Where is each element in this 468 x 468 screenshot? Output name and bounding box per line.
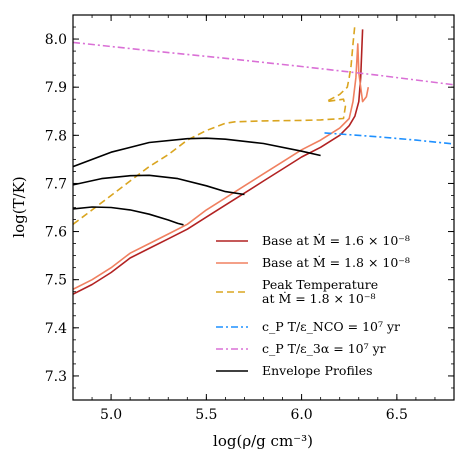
series-line-6-curve-2 [73,174,245,196]
series-line-1 [73,29,364,295]
x-tick-label: 6.5 [386,407,408,423]
legend-label-3: at Ṁ = 1.8 × 10⁻⁸ [262,291,375,306]
ticks-layer: 5.0 5.5 6.0 6.5 7.3 7.4 7.5 7.6 7.7 7.8 7.9 8.0 [45,14,455,423]
series-line-6-curve-3 [73,206,184,226]
series-layer [73,24,454,295]
series-line-2 [73,43,370,291]
x-axis-label: log(ρ/g cm⁻³) [213,432,313,450]
series-line-4 [324,132,454,145]
legend-label-4: c_P T/ε_NCO = 10⁷ yr [262,319,400,334]
legend-label-3: Peak Temperature [262,277,378,292]
legend-label-1: Base at Ṁ = 1.6 × 10⁻⁸ [262,233,410,248]
legend: Base at Ṁ = 1.6 × 10⁻⁸ Base at Ṁ = 1.8 × … [216,233,410,378]
y-tick-label: 7.5 [45,273,67,289]
x-tick-label: 6.0 [290,407,312,423]
legend-label-2: Base at Ṁ = 1.8 × 10⁻⁸ [262,255,410,270]
series-line-6-curve-1 [73,137,321,168]
series-line-5 [73,41,454,86]
y-tick-label: 7.8 [45,128,67,144]
y-tick-label: 7.6 [45,225,67,241]
x-tick-label: 5.5 [195,407,217,423]
y-tick-label: 7.9 [45,80,67,96]
y-tick-label: 8.0 [45,32,67,48]
y-tick-label: 7.7 [45,176,67,192]
y-axis-label: log(T/K) [10,176,28,237]
x-tick-label: 5.0 [100,407,122,423]
y-tick-label: 7.4 [45,321,67,337]
legend-label-5: c_P T/ε_3α = 10⁷ yr [262,341,386,356]
y-tick-label: 7.3 [45,369,67,385]
legend-label-6: Envelope Profiles [262,363,373,378]
series-line-3 [73,24,356,225]
